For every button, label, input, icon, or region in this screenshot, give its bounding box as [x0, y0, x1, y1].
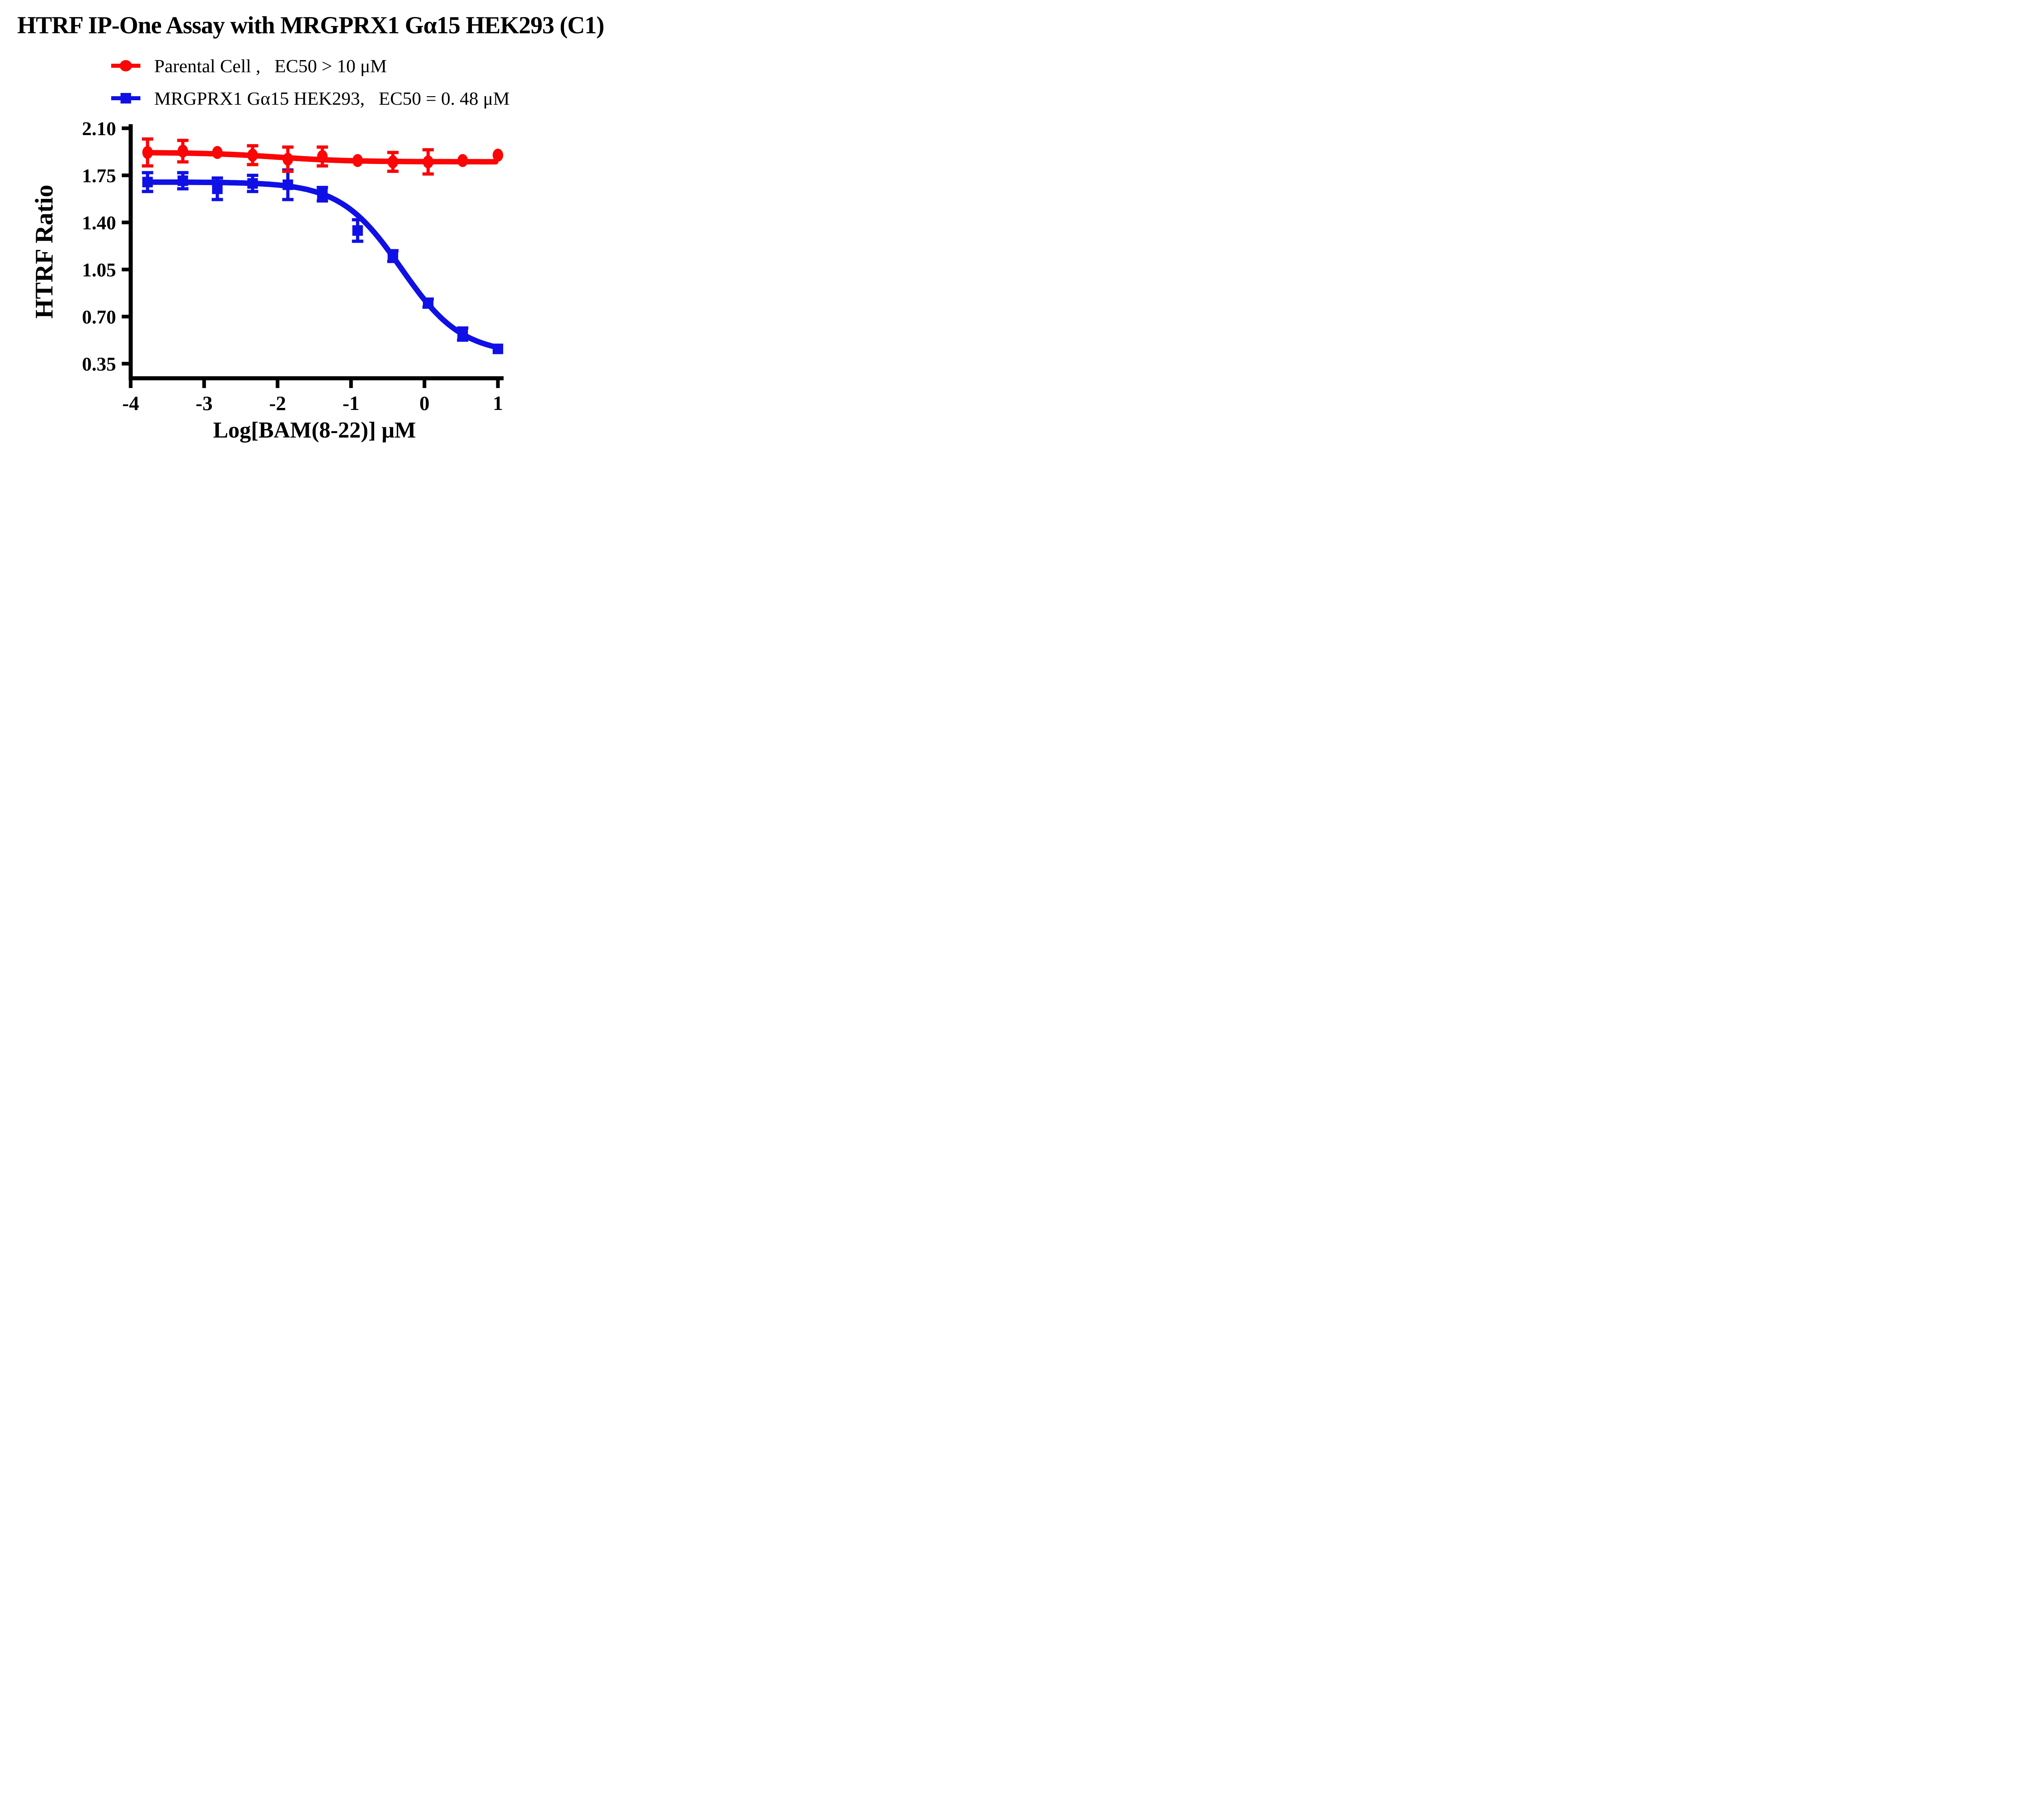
data-point-mrgprx1 [212, 183, 223, 194]
fit-curve-mrgprx1 [144, 179, 501, 350]
data-point-parental-cell [212, 146, 223, 159]
legend-label-mrgprx1: MRGPRX1 Gα15 HEK293, EC50 = 0. 48 μM [154, 88, 510, 109]
data-point-mrgprx1 [423, 298, 434, 308]
data-point-parental-cell [457, 154, 468, 167]
x-tick-label: -4 [122, 392, 139, 414]
data-point-mrgprx1 [177, 175, 188, 186]
data-point-mrgprx1 [142, 177, 153, 188]
data-point-mrgprx1 [352, 225, 363, 236]
x-tick-label: -1 [342, 392, 360, 414]
x-tick-label: 0 [420, 392, 430, 414]
data-point-parental-cell [423, 155, 434, 168]
data-point-mrgprx1 [457, 329, 468, 340]
data-point-parental-cell [352, 154, 363, 167]
data-point-parental-cell [388, 155, 398, 168]
data-point-mrgprx1 [282, 179, 293, 190]
x-tick-label: 1 [493, 392, 503, 414]
legend-circle-marker-icon [111, 60, 140, 71]
data-point-parental-cell [282, 153, 293, 166]
legend-item-parental-cell: Parental Cell , EC50 > 10 μM [110, 50, 510, 82]
y-tick-label: 1.75 [82, 165, 116, 187]
data-point-mrgprx1 [247, 178, 258, 189]
data-point-mrgprx1 [493, 343, 503, 354]
data-point-mrgprx1 [317, 189, 328, 200]
data-point-parental-cell [317, 150, 328, 163]
y-tick-label: 2.10 [82, 118, 116, 140]
legend: Parental Cell , EC50 > 10 μM MRGPRX1 Gα1… [110, 50, 510, 114]
data-point-parental-cell [493, 149, 503, 162]
y-tick-label: 1.05 [82, 259, 116, 281]
x-tick-label: -3 [196, 392, 213, 414]
figure: HTRF IP-One Assay with MRGPRX1 Gα15 HEK2… [0, 0, 621, 455]
legend-item-mrgprx1: MRGPRX1 Gα15 HEK293, EC50 = 0. 48 μM [110, 82, 510, 114]
data-point-parental-cell [247, 149, 258, 162]
y-tick-label: 0.70 [82, 306, 116, 328]
legend-square-marker-icon [111, 93, 140, 104]
y-tick-label: 0.35 [82, 354, 116, 375]
chart-title: HTRF IP-One Assay with MRGPRX1 Gα15 HEK2… [17, 12, 605, 39]
data-point-parental-cell [177, 144, 188, 158]
x-tick-label: -2 [269, 392, 286, 414]
x-axis-title: Log[BAM(8-22)] μM [213, 418, 416, 443]
y-tick-label: 1.40 [82, 212, 116, 234]
plot-area: 2.10 1.75 1.40 1.05 0.70 0.35 -4 -3 -2 -1 0 1 [82, 118, 504, 414]
legend-label-parental-cell: Parental Cell , EC50 > 10 μM [154, 55, 387, 76]
data-point-mrgprx1 [388, 250, 398, 261]
data-point-parental-cell [142, 146, 153, 159]
